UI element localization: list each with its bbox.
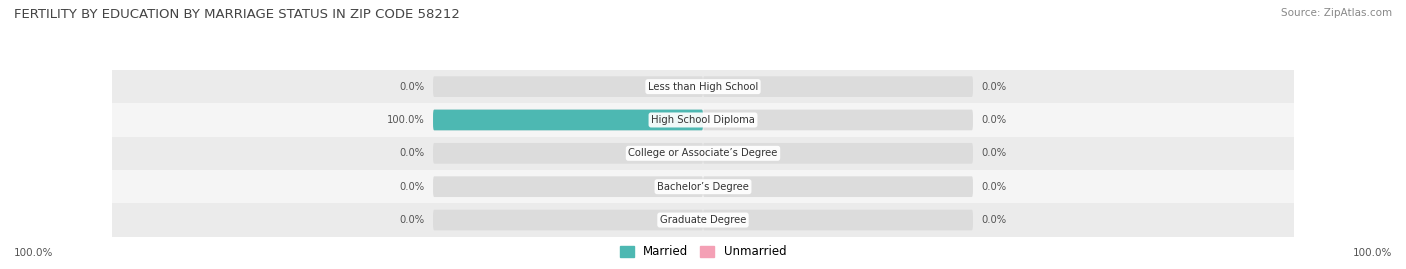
Text: 0.0%: 0.0% <box>981 182 1007 192</box>
Text: 0.0%: 0.0% <box>399 182 425 192</box>
Text: 100.0%: 100.0% <box>1353 248 1392 258</box>
FancyBboxPatch shape <box>703 210 973 230</box>
Bar <box>112 170 1294 203</box>
Legend: Married, Unmarried: Married, Unmarried <box>614 241 792 263</box>
FancyBboxPatch shape <box>433 210 703 230</box>
Text: Less than High School: Less than High School <box>648 82 758 92</box>
Bar <box>112 70 1294 103</box>
Text: 0.0%: 0.0% <box>981 215 1007 225</box>
Text: 0.0%: 0.0% <box>981 148 1007 158</box>
Text: 100.0%: 100.0% <box>14 248 53 258</box>
FancyBboxPatch shape <box>433 176 703 197</box>
FancyBboxPatch shape <box>433 143 703 164</box>
Text: 0.0%: 0.0% <box>399 148 425 158</box>
FancyBboxPatch shape <box>703 76 973 97</box>
Bar <box>112 203 1294 237</box>
Text: 0.0%: 0.0% <box>981 115 1007 125</box>
FancyBboxPatch shape <box>433 110 703 130</box>
Text: 100.0%: 100.0% <box>387 115 425 125</box>
FancyBboxPatch shape <box>433 110 703 130</box>
Text: 0.0%: 0.0% <box>399 215 425 225</box>
FancyBboxPatch shape <box>433 76 703 97</box>
Text: Bachelor’s Degree: Bachelor’s Degree <box>657 182 749 192</box>
Text: FERTILITY BY EDUCATION BY MARRIAGE STATUS IN ZIP CODE 58212: FERTILITY BY EDUCATION BY MARRIAGE STATU… <box>14 8 460 21</box>
FancyBboxPatch shape <box>703 176 973 197</box>
Bar <box>112 137 1294 170</box>
Text: High School Diploma: High School Diploma <box>651 115 755 125</box>
Text: 0.0%: 0.0% <box>399 82 425 92</box>
FancyBboxPatch shape <box>703 143 973 164</box>
Text: Graduate Degree: Graduate Degree <box>659 215 747 225</box>
Text: 0.0%: 0.0% <box>981 82 1007 92</box>
Text: College or Associate’s Degree: College or Associate’s Degree <box>628 148 778 158</box>
FancyBboxPatch shape <box>703 110 973 130</box>
Bar <box>112 103 1294 137</box>
Text: Source: ZipAtlas.com: Source: ZipAtlas.com <box>1281 8 1392 18</box>
